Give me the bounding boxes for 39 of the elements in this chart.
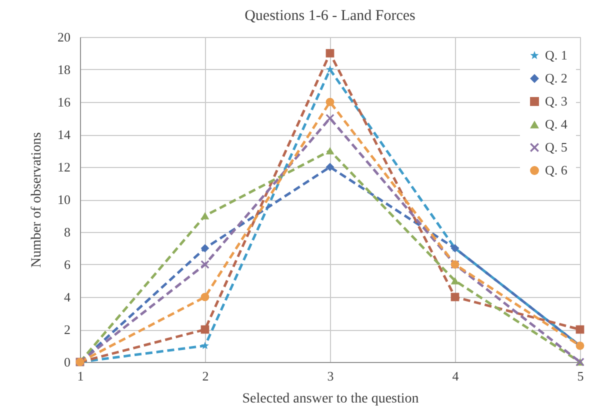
y-tick-label: 0 (64, 354, 70, 370)
x-axis-title: Selected answer to the question (242, 392, 419, 406)
y-axis-title: Number of observations (30, 132, 44, 268)
y-tick-label: 16 (58, 94, 71, 110)
x-tick-label: 5 (577, 368, 584, 384)
x-tick-label: 4 (452, 368, 460, 384)
legend-label: Q. 2 (545, 70, 568, 86)
chart-title: Questions 1-6 - Land Forces (244, 8, 416, 24)
x-tick-label: 2 (202, 368, 209, 384)
point (326, 65, 334, 73)
point (201, 342, 209, 350)
y-tick-label: 6 (64, 257, 71, 272)
legend-label: Q. 6 (545, 162, 568, 178)
x-tick-label: 1 (77, 368, 84, 384)
point (200, 212, 210, 220)
point (200, 260, 210, 269)
y-tick-label: 10 (58, 192, 70, 207)
legend-label: Q. 5 (545, 140, 568, 154)
point (326, 49, 334, 58)
point (576, 325, 584, 334)
legend-label: Q. 4 (545, 116, 568, 132)
point (450, 292, 460, 302)
point (326, 98, 334, 106)
point (450, 277, 460, 284)
legend-label: Q. 3 (545, 94, 568, 108)
y-tick-label: 18 (58, 62, 70, 77)
y-tick-label: 14 (58, 127, 71, 142)
point (326, 147, 334, 154)
y-tick-label: 2 (64, 322, 70, 337)
point (200, 292, 210, 302)
point (200, 325, 210, 334)
point (200, 244, 210, 252)
point (326, 162, 334, 172)
y-tick-label: 8 (64, 224, 70, 240)
y-tick-label: 4 (64, 290, 71, 304)
y-tick-label: 20 (58, 30, 70, 44)
legend-label: Q. 1 (545, 48, 568, 62)
x-tick-label: 3 (327, 368, 334, 384)
y-tick-label: 12 (58, 160, 70, 174)
